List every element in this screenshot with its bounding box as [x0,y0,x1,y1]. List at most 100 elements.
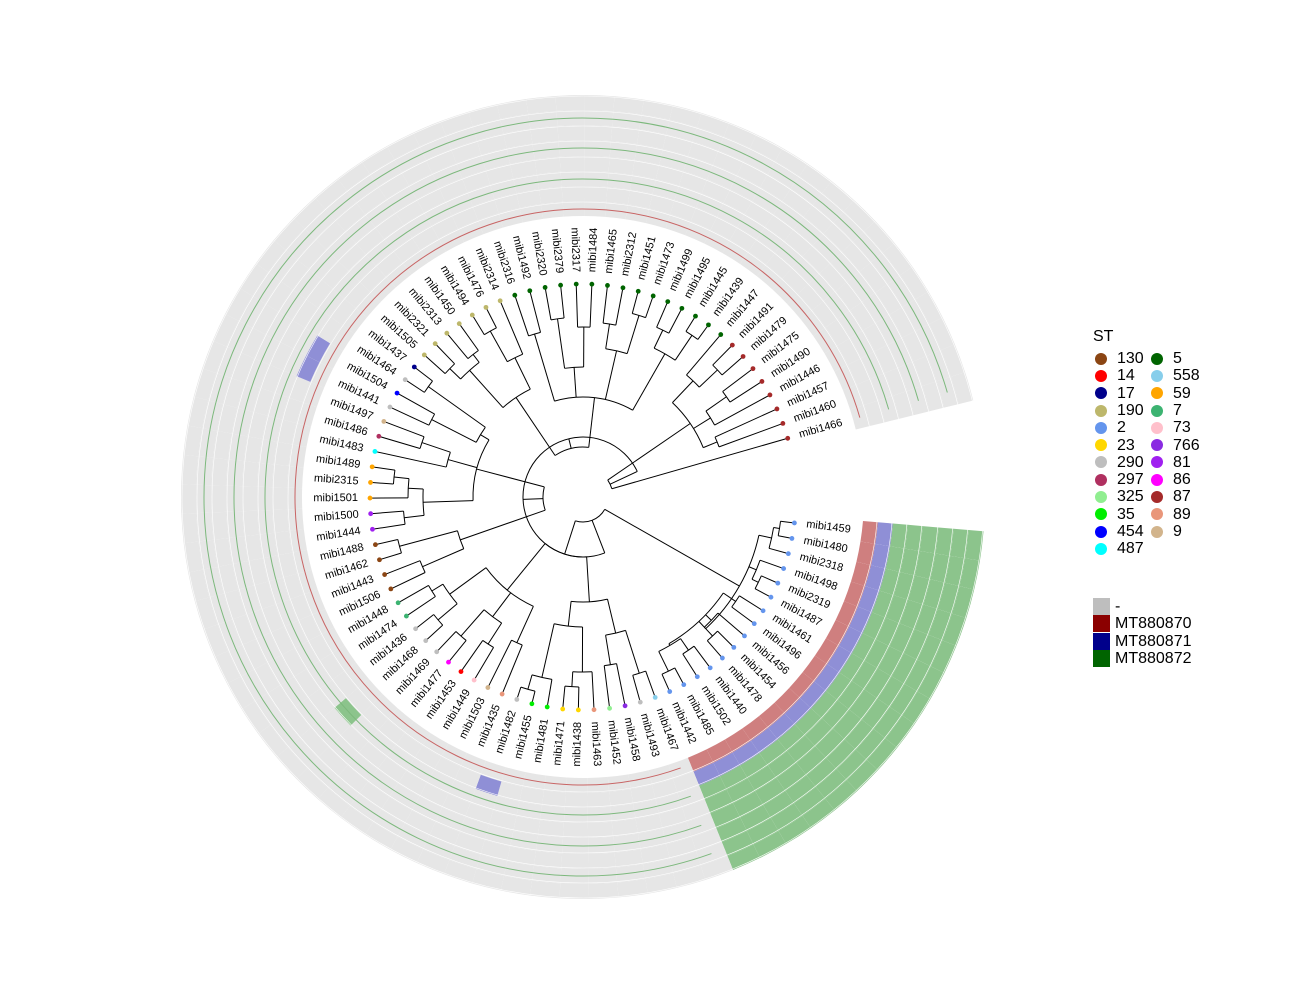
tip-point [444,330,450,336]
tree-branch [759,559,784,570]
tip-label: mibi1483 [318,433,364,454]
heatmap-cell [282,707,311,738]
heatmap-cell [519,786,545,806]
heatmap-cell [904,659,931,692]
tree-arc [433,614,444,626]
heatmap-cell [719,765,748,790]
heatmap-cell [584,186,608,202]
heatmap-cell [742,716,769,741]
heatmap-cell [319,343,343,370]
gene-legend-label: MT880872 [1115,649,1192,667]
tip-point [432,341,438,347]
tree-branch [448,640,467,663]
heatmap-cell [476,133,507,155]
heatmap-cell [899,599,924,630]
tree-branch [672,380,694,403]
heatmap-cell [276,419,297,445]
tree-branch [487,639,512,688]
heatmap-cell [258,724,288,758]
tree-branch [458,323,479,351]
heatmap-cell [280,259,309,290]
tree-arc [564,685,579,688]
heatmap-cell [662,134,693,156]
heatmap-cell [763,791,794,819]
heatmap-cell [760,174,791,201]
heatmap-cell [587,791,611,808]
tip-point [529,701,535,707]
heatmap-cell [259,364,283,393]
heatmap-cell [777,724,806,752]
heatmap-cell [513,816,541,836]
tip-label: mibi1463 [589,721,603,766]
heatmap-cell [856,378,879,406]
tree-branch [607,423,691,481]
heatmap-cell [425,149,457,174]
heatmap-cell [850,301,877,331]
heatmap-cell [952,586,975,619]
tip-point [605,283,610,288]
heatmap-cell [222,377,245,408]
heatmap-cell [889,306,916,338]
tip-point [650,293,656,299]
heatmap-cell [211,457,228,486]
heatmap-cell [740,805,771,831]
tip-point [542,285,548,290]
tree-branch [413,366,433,382]
tip-point [387,404,393,410]
heatmap-cell [774,687,801,714]
tip-point [665,299,671,304]
tree-branch [626,315,640,354]
heatmap-cell [673,771,700,794]
st-legend-label: 7 [1173,401,1182,419]
tip-point [413,626,419,632]
heatmap-cell [875,283,903,315]
tip-point [780,421,786,426]
tree-branch [523,498,544,500]
heatmap-cell [223,589,246,620]
heatmap-cell [913,355,937,387]
tip-point [681,682,687,688]
heatmap-cell [784,229,813,257]
heatmap-cell [852,660,878,690]
tree-branch [415,614,434,630]
heatmap-cell [723,122,757,148]
heatmap-cell [314,178,347,209]
heatmap-cell [188,569,210,602]
heatmap-cell [530,880,561,899]
tree-branch [499,300,524,355]
tip-point [558,282,563,288]
heatmap-cell [293,197,325,229]
heatmap-cell [668,757,694,779]
heatmap-cell [265,280,293,312]
heatmap-cell [811,691,838,719]
heatmap-cell [814,664,840,691]
heatmap-ring-separator [226,140,940,854]
tip-point [759,379,765,384]
tip-point [792,520,797,526]
tree-branch [754,588,772,598]
st-legend-label: 5 [1173,350,1182,367]
heatmap-cell [737,214,766,240]
tree-branch [485,307,497,329]
heatmap-cell [393,237,420,263]
tree-arc [751,560,761,580]
heatmap-cell [637,129,667,150]
tree-arc [442,583,458,605]
heatmap-cell [440,111,473,136]
heatmap-cell [230,352,255,383]
heatmap-cell [329,298,356,326]
heatmap-cell [270,626,295,656]
heatmap-cell [729,227,757,252]
tree-arc [483,609,502,624]
tip-point [751,621,757,627]
heatmap-cell [247,411,268,440]
tree-branch [712,344,733,366]
heatmap-cell [404,721,431,746]
heatmap-cell [915,291,943,325]
st-color-dot-icon [1151,508,1163,521]
heatmap-cell [401,159,433,186]
heatmap-cell [377,719,405,746]
tree-branch [370,481,394,485]
heatmap-cell [322,707,351,737]
tree-branch [631,291,639,314]
